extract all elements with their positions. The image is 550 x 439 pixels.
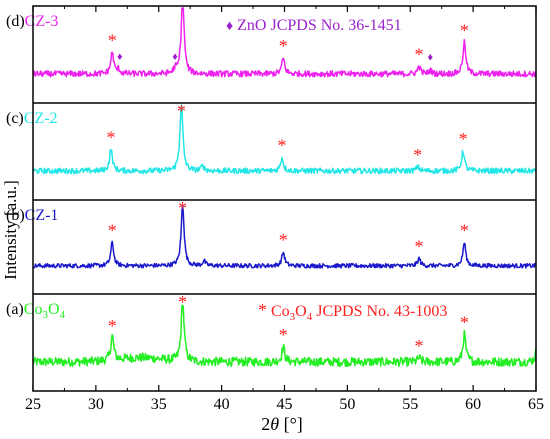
panel-d: * * **♦ ♦ ♦(d)CZ-3 ♦ ZnO JCPDS No. 36-1451 (6, 7, 537, 78)
peak-asterisk: * (460, 21, 469, 41)
panels-group: *****(a)Co3O4 * Co3O4 JCPDS No. 43-1003**… (6, 7, 537, 368)
peak-asterisk: * (415, 44, 424, 64)
spectrum-line (32, 304, 537, 368)
x-tick-label: 35 (151, 396, 167, 413)
axes-group: 25 30 35 40 45 50 55 60 65 (25, 5, 544, 413)
peak-asterisk: * (279, 36, 288, 56)
peak-asterisk: * (108, 316, 117, 336)
panel-b: *** **(b)CZ-1 (6, 198, 537, 269)
x-tick-label: 30 (88, 396, 104, 413)
x-tick-label: 40 (214, 396, 230, 413)
spectrum-line (32, 204, 537, 269)
peak-asterisk: * (279, 230, 288, 250)
x-tick-label: 25 (25, 396, 41, 413)
peak-asterisk: * (460, 313, 469, 333)
peak-asterisk: * (460, 221, 469, 241)
peak-asterisk: * (108, 30, 117, 50)
x-tick-label: 45 (277, 396, 293, 413)
legend-text: * Co3O4 JCPDS No. 43-1003 (258, 300, 447, 323)
x-axis-label: 2θ [°] (261, 414, 303, 434)
peak-asterisk: * (413, 145, 422, 165)
peak-asterisk: * (415, 336, 424, 356)
peak-asterisk: * (178, 198, 187, 218)
panel-label: (d)CZ-3 (6, 13, 58, 30)
peak-asterisk: * (108, 221, 117, 241)
peak-asterisk: * (178, 292, 187, 312)
peak-asterisk: * (279, 325, 288, 345)
peak-asterisk: * (106, 127, 115, 147)
peak-asterisk: * (177, 101, 186, 121)
peak-diamond: ♦ (172, 51, 178, 63)
spectrum-line (32, 104, 537, 175)
panel-label: (c)CZ-2 (6, 110, 58, 127)
x-tick-label: 55 (402, 396, 418, 413)
peak-diamond: ♦ (428, 52, 434, 64)
spectrum-line (32, 7, 537, 78)
y-axis-label: Intensity [a.u.] (1, 180, 20, 280)
panel-c: * * * * * (c)CZ-2 (6, 101, 537, 175)
panel-a: * * * * * (a)Co3O4 * Co3O4 JCPDS No. 43-1003 (6, 292, 537, 368)
panel-label: (a)Co3O4 (6, 301, 66, 321)
peak-asterisk: * (277, 136, 286, 156)
x-tick-label: 50 (339, 396, 355, 413)
x-tick-label: 65 (528, 396, 544, 413)
peak-diamond: ♦ (117, 51, 123, 63)
peak-asterisk: * (459, 129, 468, 149)
legend-text: ♦ ZnO JCPDS No. 36-1451 (226, 17, 402, 34)
peak-asterisk: * (415, 237, 424, 257)
x-tick-label: 60 (465, 396, 481, 413)
